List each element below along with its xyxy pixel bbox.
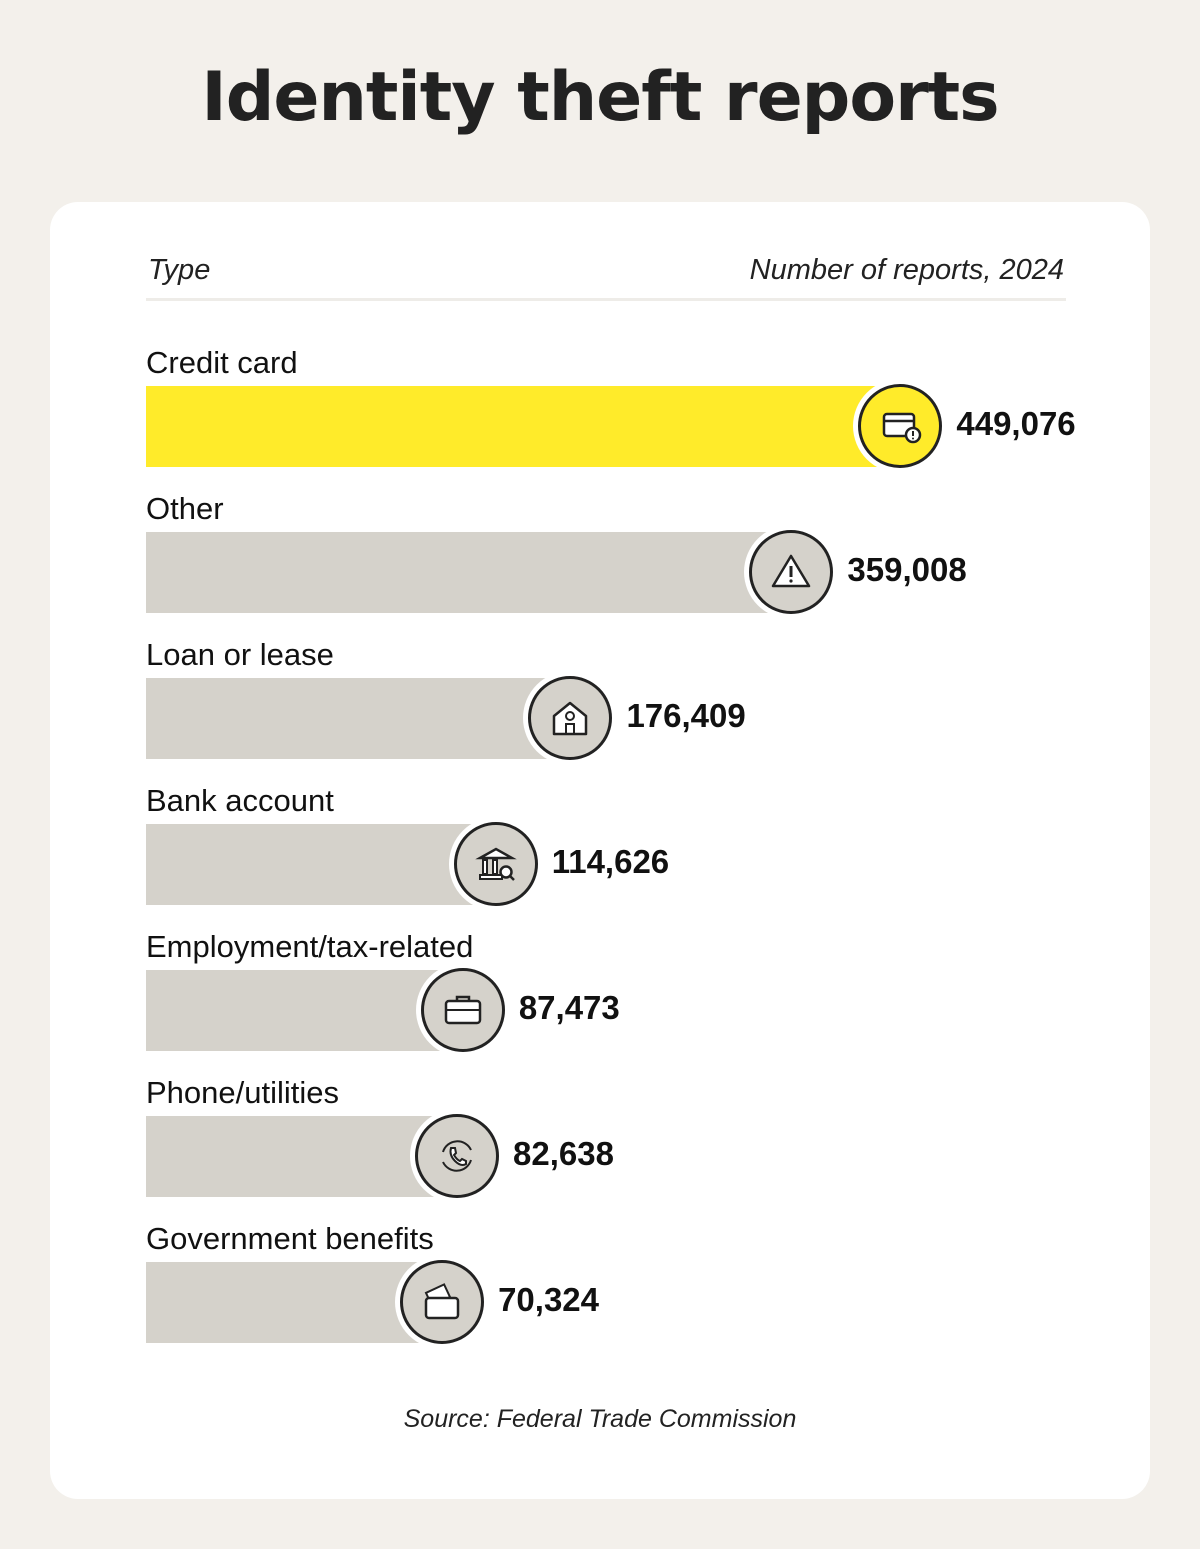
category-label: Government benefits — [146, 1221, 434, 1256]
wallet-money-icon — [400, 1260, 485, 1344]
value-label: 449,076 — [956, 405, 1076, 442]
bar-row: Loan or lease 176,409 — [146, 637, 1146, 777]
briefcase-icon — [420, 968, 505, 1052]
value-label: 176,409 — [626, 697, 746, 734]
value-label: 359,008 — [847, 551, 967, 588]
value-label: 87,473 — [518, 989, 620, 1026]
category-label: Credit card — [146, 345, 298, 380]
bank-search-icon — [453, 822, 538, 906]
bar-row: Employment/tax-related 87,473 — [146, 929, 1146, 1069]
bar-row: Other 359,008 — [146, 491, 1146, 631]
bar — [146, 386, 901, 467]
value-label: 82,638 — [512, 1135, 614, 1172]
bar-row: Credit card 449,076 — [146, 345, 1146, 485]
bar — [146, 532, 792, 613]
credit-card-alert-icon — [858, 384, 943, 468]
category-label: Employment/tax-related — [146, 929, 474, 964]
category-label: Bank account — [146, 783, 334, 818]
source-note: Source: Federal Trade Commission — [403, 1405, 797, 1433]
bar-row: Phone/utilities 82,638 — [146, 1075, 1146, 1215]
bar — [146, 1262, 443, 1343]
page-title: Identity theft reports — [201, 58, 999, 137]
bar-row: Government benefits 70,324 — [146, 1221, 1146, 1361]
value-label: 70,324 — [498, 1281, 600, 1318]
column-header-type: Type — [148, 254, 211, 286]
category-label: Loan or lease — [146, 637, 334, 672]
value-label: 114,626 — [551, 843, 670, 880]
category-label: Phone/utilities — [146, 1075, 340, 1110]
bar-row: Bank account 114,626 — [146, 783, 1146, 923]
column-header-reports: Number of reports, 2024 — [749, 254, 1064, 286]
bar — [146, 970, 463, 1051]
bar — [146, 824, 496, 905]
house-icon — [528, 676, 613, 760]
bar — [146, 1116, 457, 1197]
header-divider — [146, 298, 1066, 301]
warning-icon — [749, 530, 834, 614]
bar — [146, 678, 571, 759]
phone-refresh-icon — [414, 1114, 499, 1198]
category-label: Other — [146, 491, 224, 526]
